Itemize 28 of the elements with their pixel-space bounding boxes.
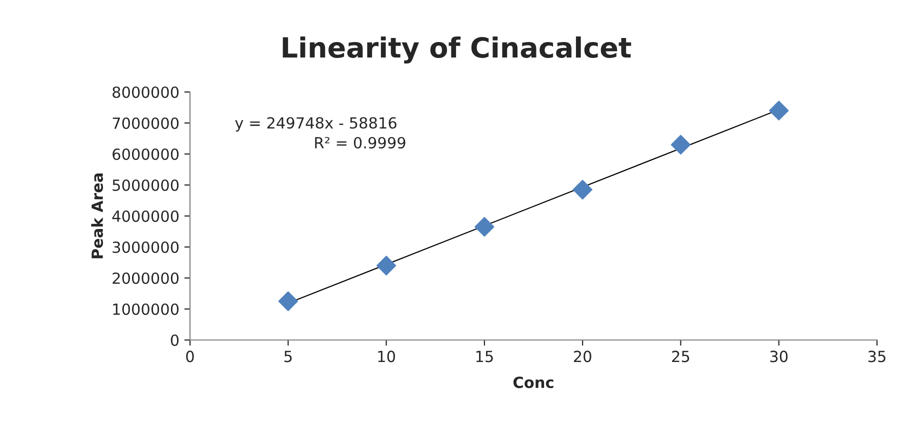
y-tick-label: 2000000 [112,272,179,284]
chart-title: Linearity of Cinacalcet [282,36,632,64]
y-tick-label: 7000000 [112,117,179,130]
point [474,217,494,237]
point [376,256,396,276]
y-tick-label: 6000000 [112,148,179,160]
y-tick-label: 8000000 [112,86,179,98]
x-tick-label: 35 [868,350,886,362]
x-tick-label: 5 [284,350,292,362]
annotation: y = 249748x - 58816 [235,117,396,132]
x-tick-label: 25 [672,350,690,362]
x-tick-label: 30 [770,350,788,362]
point [670,134,691,155]
annotation: R² = 0.9999 [315,136,406,149]
point [572,180,592,200]
x-tick-label: 20 [574,350,592,362]
point [769,100,789,120]
y-axis-title: Peak Area [91,174,104,258]
y-tick-label: 0 [170,334,179,346]
y-tick-label: 5000000 [112,179,179,192]
x-tick-label: 15 [476,350,493,362]
point [278,291,298,312]
y-tick-label: 3000000 [112,241,179,254]
x-tick-label: 0 [186,350,194,362]
y-tick-label: 1000000 [113,303,179,316]
x-tick-label: 10 [378,350,395,362]
y-tick-label: 4000000 [112,210,179,222]
x-axis-title: Conc [513,376,554,388]
